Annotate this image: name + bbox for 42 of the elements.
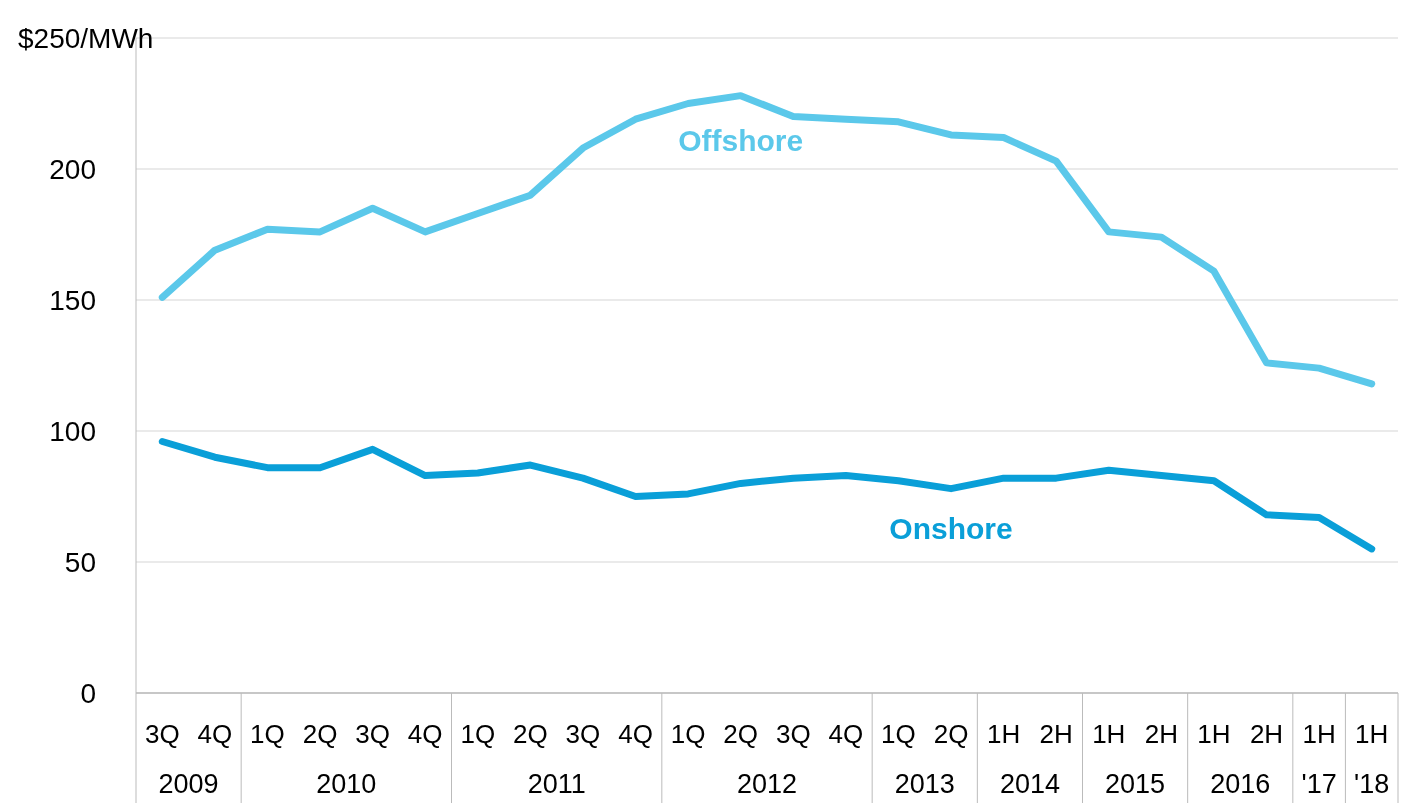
x-tick-label: 1H — [1302, 719, 1336, 749]
y-tick-label: $250/MWh — [18, 23, 154, 54]
x-tick-label: 3Q — [355, 719, 390, 749]
text: 2012 — [736, 769, 798, 799]
x-tick-label: 2Q — [302, 719, 338, 749]
x-tick-label: 3Q — [144, 719, 180, 749]
x-tick-label: 2H — [1249, 719, 1284, 749]
text: 2016 — [1210, 769, 1271, 799]
text: 2010 — [316, 769, 377, 799]
y-tick-label: 150 — [49, 285, 96, 316]
text: 2011 — [527, 769, 586, 799]
x-tick-label: 1H — [987, 719, 1021, 749]
x-tick-label: 1Q — [881, 719, 916, 749]
text: 2009 — [158, 769, 219, 799]
text: '18 — [1354, 769, 1390, 799]
y-tick-label: 0 — [80, 678, 96, 709]
x-tick-label: 2Q — [513, 719, 548, 749]
y-tick-label: 100 — [49, 416, 96, 447]
x-tick-label: 1Q — [670, 719, 706, 749]
x-tick-label: 3Q — [775, 719, 811, 749]
x-tick-label: 4Q — [618, 719, 653, 749]
x-tick-label: 2Q — [723, 719, 759, 749]
text: '17 — [1301, 769, 1337, 799]
x-tick-label: 2H — [1144, 719, 1178, 749]
x-tick-label: 1Q — [250, 719, 285, 749]
x-tick-label: 2H — [1039, 719, 1073, 749]
x-tick-label: 4Q — [407, 719, 443, 749]
text: 2013 — [894, 769, 955, 799]
x-tick-label: 2Q — [933, 719, 969, 749]
x-tick-label: 4Q — [197, 719, 233, 749]
text: 2015 — [1105, 769, 1166, 799]
x-tick-label: 1H — [1355, 719, 1389, 749]
x-tick-label: 3Q — [565, 719, 601, 749]
y-tick-label: 50 — [64, 547, 96, 578]
series-label: Onshore — [889, 511, 1013, 545]
x-tick-label: 1Q — [460, 719, 496, 749]
x-tick-label: 1H — [1092, 719, 1126, 749]
series-label: Offshore — [678, 123, 804, 157]
text: 2014 — [999, 769, 1060, 799]
y-tick-label: 200 — [49, 154, 96, 185]
x-tick-label: 1H — [1197, 719, 1231, 749]
x-tick-label: 4Q — [828, 719, 864, 749]
